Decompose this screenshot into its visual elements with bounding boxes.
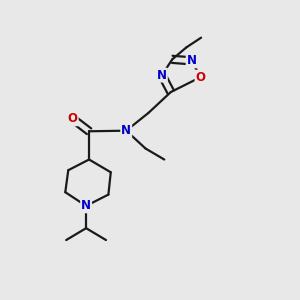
- Text: O: O: [68, 112, 78, 125]
- Text: N: N: [121, 124, 131, 137]
- Text: N: N: [157, 69, 167, 82]
- Text: O: O: [196, 71, 206, 84]
- Text: N: N: [81, 200, 91, 212]
- Text: N: N: [187, 54, 196, 67]
